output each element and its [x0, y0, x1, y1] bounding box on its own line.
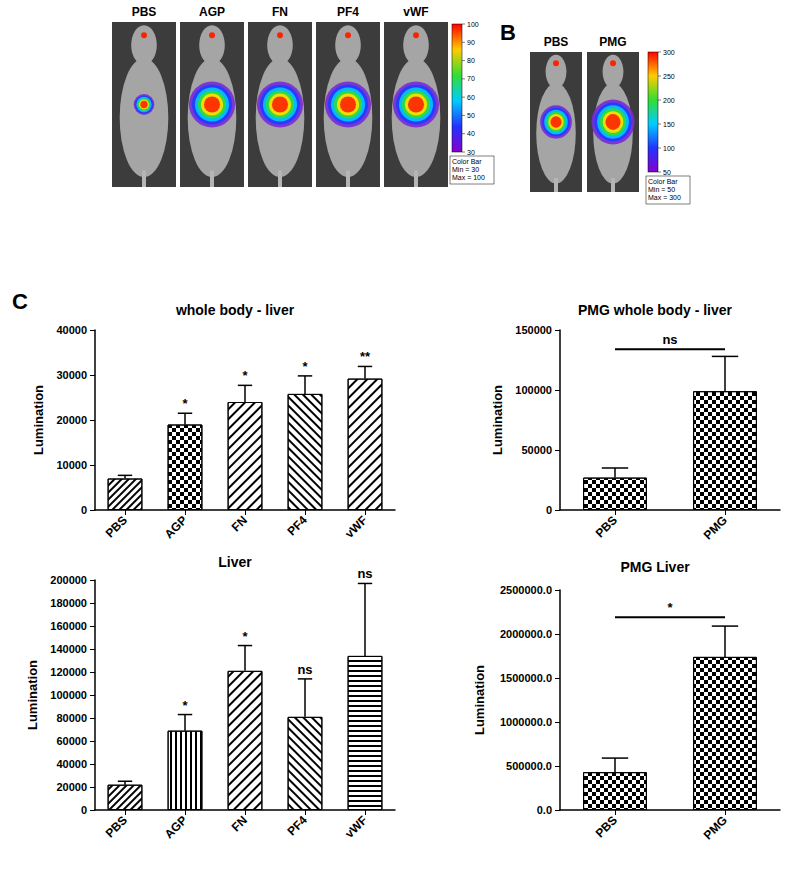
svg-text:20000: 20000	[56, 414, 87, 426]
svg-text:ns: ns	[297, 662, 312, 677]
svg-text:FN: FN	[229, 813, 250, 834]
svg-text:vWF: vWF	[403, 5, 428, 19]
svg-text:150: 150	[663, 121, 675, 128]
svg-text:180000: 180000	[50, 597, 87, 609]
svg-text:100000: 100000	[515, 384, 552, 396]
svg-text:B: B	[500, 20, 516, 45]
svg-text:0.0: 0.0	[537, 804, 552, 816]
svg-text:PMG: PMG	[599, 35, 626, 49]
svg-text:*: *	[182, 396, 188, 411]
svg-text:AGP: AGP	[199, 5, 225, 19]
svg-text:0: 0	[81, 804, 87, 816]
svg-text:ns: ns	[662, 332, 677, 347]
svg-text:*: *	[182, 698, 188, 713]
svg-text:60: 60	[467, 94, 475, 101]
svg-text:60000: 60000	[56, 735, 87, 747]
svg-text:PF4: PF4	[285, 813, 311, 839]
svg-text:*: *	[242, 629, 248, 644]
svg-text:PMG: PMG	[701, 813, 730, 842]
svg-text:40000: 40000	[56, 758, 87, 770]
svg-text:140000: 140000	[50, 643, 87, 655]
svg-text:**: **	[360, 349, 371, 364]
svg-text:*: *	[242, 368, 248, 383]
svg-text:50000: 50000	[521, 444, 552, 456]
svg-text:10000: 10000	[56, 459, 87, 471]
svg-text:120000: 120000	[50, 666, 87, 678]
svg-text:PMG Liver: PMG Liver	[620, 559, 690, 575]
svg-text:PBS: PBS	[544, 35, 569, 49]
svg-text:0: 0	[546, 504, 552, 516]
svg-text:Lumination: Lumination	[472, 665, 487, 735]
svg-text:Color Bar: Color Bar	[648, 178, 678, 185]
svg-text:150000: 150000	[515, 324, 552, 336]
svg-text:80000: 80000	[56, 712, 87, 724]
svg-text:0: 0	[81, 504, 87, 516]
svg-text:Max = 300: Max = 300	[648, 194, 681, 201]
svg-text:Liver: Liver	[218, 554, 252, 570]
svg-text:Lumination: Lumination	[31, 385, 46, 455]
svg-text:Lumination: Lumination	[490, 385, 505, 455]
svg-text:30000: 30000	[56, 369, 87, 381]
svg-text:AGP: AGP	[162, 813, 190, 841]
svg-text:FN: FN	[272, 5, 288, 19]
svg-text:30: 30	[467, 149, 475, 156]
svg-text:2500000.0: 2500000.0	[500, 584, 552, 596]
svg-text:1000000.0: 1000000.0	[500, 716, 552, 728]
svg-text:vWF: vWF	[342, 813, 370, 841]
svg-text:FN: FN	[229, 513, 250, 534]
svg-text:whole body - liver: whole body - liver	[175, 302, 295, 318]
svg-text:20000: 20000	[56, 781, 87, 793]
svg-text:40000: 40000	[56, 324, 87, 336]
svg-text:40: 40	[467, 130, 475, 137]
svg-text:2000000.0: 2000000.0	[500, 628, 552, 640]
svg-text:Min = 50: Min = 50	[648, 186, 675, 193]
svg-text:ns: ns	[357, 566, 372, 581]
svg-text:80: 80	[467, 57, 475, 64]
svg-text:C: C	[12, 289, 28, 314]
svg-text:90: 90	[467, 39, 475, 46]
svg-text:Lumination: Lumination	[25, 660, 40, 730]
svg-text:PBS: PBS	[103, 513, 130, 540]
svg-text:Color Bar: Color Bar	[452, 158, 482, 165]
svg-text:250: 250	[663, 73, 675, 80]
svg-text:PF4: PF4	[285, 513, 311, 539]
svg-text:300: 300	[663, 49, 675, 56]
svg-text:PBS: PBS	[103, 813, 130, 840]
svg-text:PMG: PMG	[701, 513, 730, 542]
svg-text:PBS: PBS	[593, 513, 620, 540]
svg-text:200000: 200000	[50, 574, 87, 586]
svg-text:PMG whole body - liver: PMG whole body - liver	[578, 302, 733, 318]
svg-text:50: 50	[467, 112, 475, 119]
svg-text:vWF: vWF	[342, 513, 370, 541]
svg-text:PF4: PF4	[337, 5, 359, 19]
svg-text:PBS: PBS	[593, 813, 620, 840]
svg-text:100000: 100000	[50, 689, 87, 701]
svg-text:PBS: PBS	[132, 5, 157, 19]
svg-text:Min = 30: Min = 30	[452, 166, 479, 173]
svg-text:1500000.0: 1500000.0	[500, 672, 552, 684]
svg-text:100: 100	[663, 145, 675, 152]
svg-text:160000: 160000	[50, 620, 87, 632]
svg-text:500000.0: 500000.0	[506, 760, 552, 772]
svg-text:50: 50	[663, 169, 671, 176]
svg-text:*: *	[302, 359, 308, 374]
svg-text:100: 100	[467, 21, 479, 28]
svg-text:70: 70	[467, 75, 475, 82]
svg-text:*: *	[667, 600, 673, 615]
svg-text:AGP: AGP	[162, 513, 190, 541]
svg-text:200: 200	[663, 97, 675, 104]
svg-text:Max = 100: Max = 100	[452, 174, 485, 181]
